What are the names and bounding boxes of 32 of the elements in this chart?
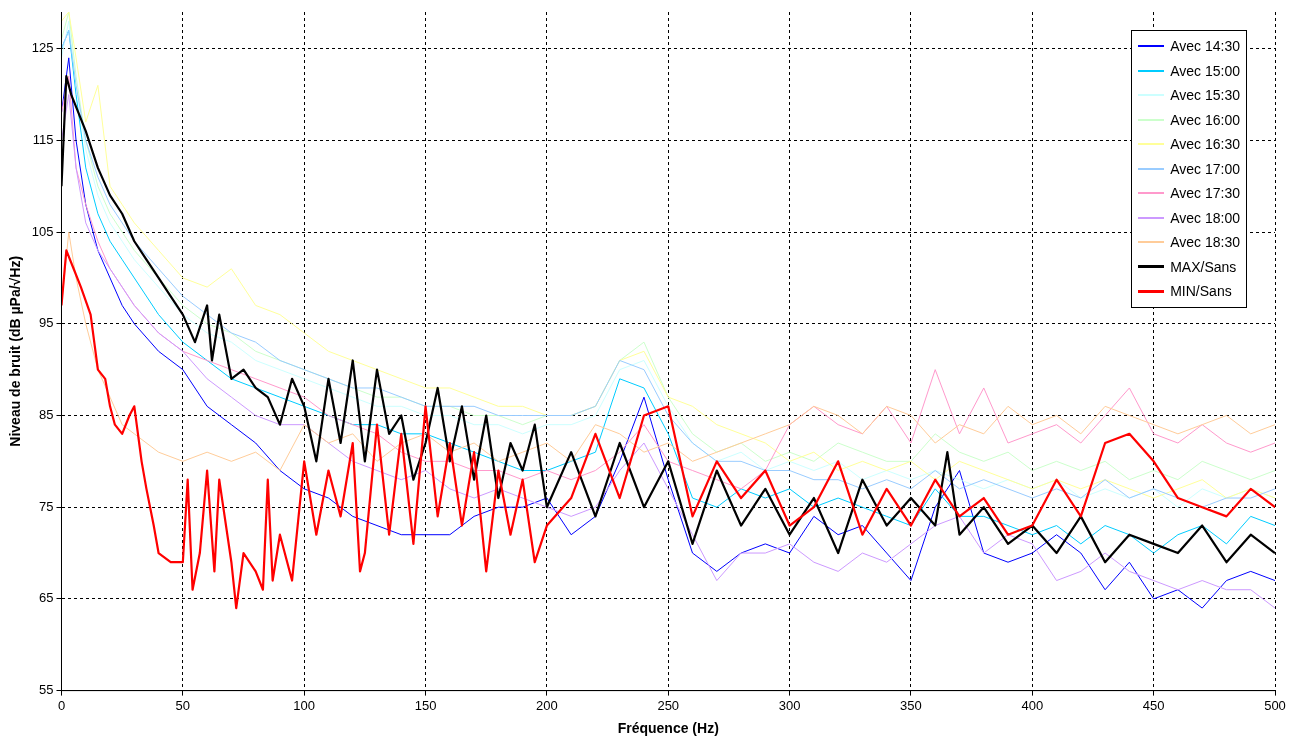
x-tick-label: 100 <box>293 697 316 713</box>
y-tick-label: 125 <box>31 40 54 56</box>
x-tick-label: 350 <box>900 697 922 713</box>
x-tick-label: 50 <box>175 697 191 713</box>
legend-label: Avec 15:00 <box>1170 62 1240 79</box>
legend-label: Avec 15:30 <box>1170 87 1240 104</box>
y-tick-label: 85 <box>39 407 54 423</box>
x-tick-label: 150 <box>414 697 437 713</box>
x-tick-label: 200 <box>536 697 558 713</box>
legend-label: Avec 16:00 <box>1170 111 1240 128</box>
legend-label: Avec 14:30 <box>1170 38 1240 55</box>
y-tick-label: 115 <box>32 131 54 147</box>
legend-label: MIN/Sans <box>1170 283 1232 300</box>
x-tick-label: 400 <box>1021 697 1044 713</box>
legend-label: Avec 18:30 <box>1170 234 1240 251</box>
y-tick-label: 95 <box>39 315 54 331</box>
y-tick-label: 65 <box>39 590 54 606</box>
x-tick-label: 500 <box>1264 697 1286 713</box>
y-axis-title: Niveau de bruit (dB µPa/√Hz) <box>7 255 24 447</box>
y-tick-label: 105 <box>31 223 54 239</box>
x-tick-label: 300 <box>778 697 801 713</box>
legend-label: MAX/Sans <box>1170 258 1237 275</box>
x-tick-label: 250 <box>657 697 680 713</box>
x-axis-title: Fréquence (Hz) <box>617 720 719 737</box>
x-tick-label: 450 <box>1142 697 1165 713</box>
legend-label: Avec 17:00 <box>1170 160 1240 177</box>
x-tick-label: 0 <box>57 697 66 713</box>
legend-label: Avec 17:30 <box>1170 185 1240 202</box>
y-tick-label: 75 <box>39 498 54 514</box>
legend-label: Avec 16:30 <box>1170 136 1240 153</box>
legend-label: Avec 18:00 <box>1170 209 1240 226</box>
y-tick-label: 55 <box>39 682 54 698</box>
